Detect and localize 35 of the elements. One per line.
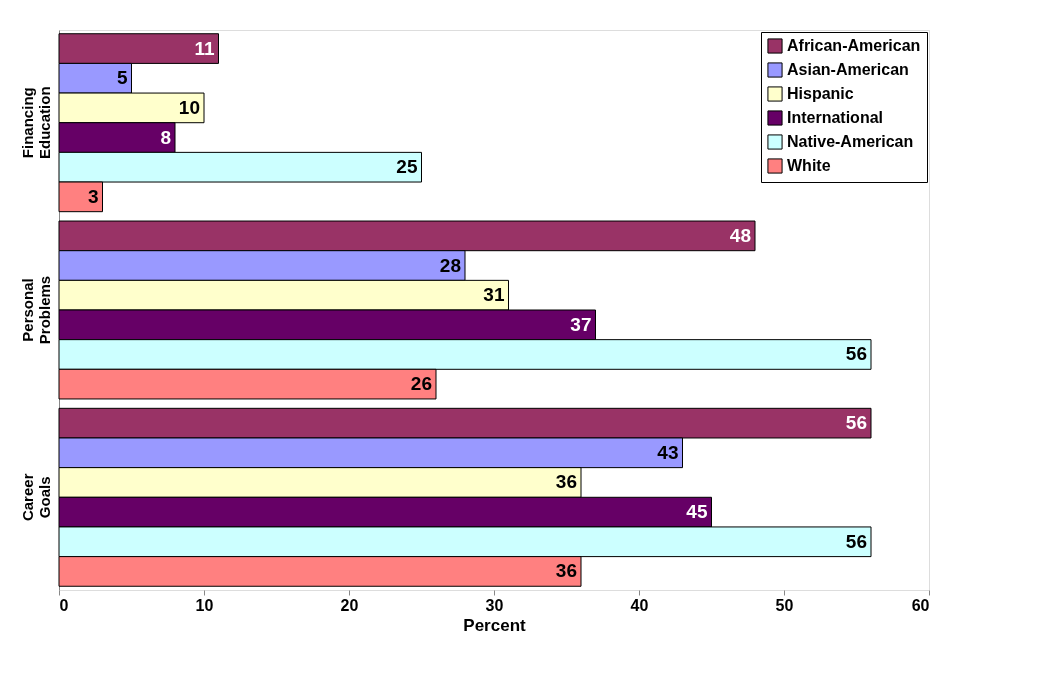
data-label: 45 [686,501,708,523]
data-label: 36 [555,560,577,582]
data-label: 26 [410,373,432,395]
data-label: 56 [845,412,867,434]
data-label: 3 [87,185,99,207]
data-label: 8 [160,126,171,148]
legend-label: Native-American [787,133,914,150]
x-axis-title: Percent [463,615,527,635]
data-label: 56 [845,530,867,552]
data-label: 37 [570,313,592,335]
data-label: 36 [555,471,577,493]
data-label: 43 [657,441,679,463]
legend-label: Hispanic [787,85,854,102]
legend-label: White [787,157,831,174]
y-tick-label: Career Goals [18,473,53,522]
x-tick-label: 40 [630,596,649,614]
y-tick-label: Personal Problems [18,275,53,345]
data-label: 5 [116,67,128,89]
data-label: 48 [729,224,751,246]
x-tick-label: 30 [485,596,504,614]
legend-label: International [787,109,884,126]
legend-label: African-American [787,37,921,54]
x-tick-label: 60 [911,596,930,614]
x-tick-label: 10 [195,596,214,614]
legend-label: Asian-American [787,61,909,78]
x-tick-label: 0 [59,596,69,614]
data-label: 31 [483,284,505,306]
data-label: 11 [194,37,215,59]
x-tick-label: 20 [340,596,359,614]
data-label: 56 [845,343,867,365]
y-tick-label: Financing Education [18,86,53,159]
data-label: 28 [439,254,461,276]
x-tick-label: 50 [775,596,794,614]
data-label: 10 [178,96,200,118]
data-label: 25 [396,156,418,178]
